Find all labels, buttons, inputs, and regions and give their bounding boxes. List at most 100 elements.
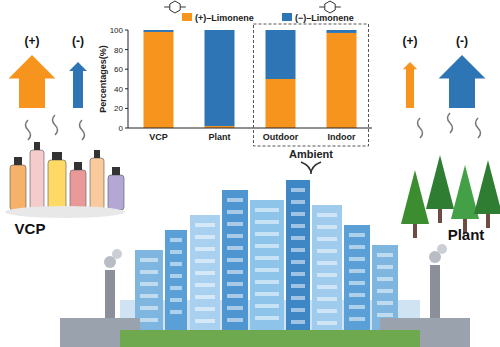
y-tick	[125, 128, 128, 129]
window	[317, 225, 337, 229]
root: (+)(-)(+)(-)VCPPlant(+)–Limonene(−)–Limo…	[0, 0, 500, 347]
window	[349, 317, 365, 321]
park	[120, 330, 420, 347]
building	[222, 190, 248, 330]
window	[227, 258, 243, 262]
cap	[74, 162, 82, 170]
window	[317, 249, 337, 253]
y-tick	[125, 88, 128, 89]
window	[377, 253, 393, 257]
y-axis-label: Percentages(%)	[98, 45, 108, 113]
window	[195, 259, 215, 263]
y-tick	[125, 69, 128, 70]
bar	[327, 30, 357, 33]
x-tick-label: VCP	[149, 132, 168, 142]
window	[140, 258, 158, 262]
window	[195, 247, 215, 251]
window	[170, 250, 182, 254]
window	[377, 301, 393, 305]
window	[291, 224, 305, 228]
window	[195, 223, 215, 227]
window	[170, 238, 182, 242]
bottle	[10, 165, 26, 210]
window	[349, 281, 365, 285]
molecule-bond	[180, 7, 186, 8]
building	[344, 225, 370, 330]
window	[291, 236, 305, 240]
molecule	[325, 1, 335, 13]
window	[291, 260, 305, 264]
window	[377, 277, 393, 281]
window	[227, 318, 243, 322]
window	[195, 283, 215, 287]
odor	[26, 120, 31, 140]
odor	[80, 120, 85, 140]
legend-entry: (−)–Limonene	[295, 13, 354, 23]
window	[349, 233, 365, 237]
crown	[451, 165, 479, 219]
source-label: Plant	[448, 226, 485, 243]
building	[165, 230, 187, 330]
window	[349, 269, 365, 273]
arrow	[9, 55, 56, 108]
window	[377, 265, 393, 269]
legend-swatch	[182, 13, 192, 21]
window	[317, 213, 337, 217]
window	[140, 294, 158, 298]
group-box	[254, 24, 369, 146]
y-tick-label: 0	[119, 124, 124, 133]
window	[195, 307, 215, 311]
window	[255, 316, 279, 320]
building	[312, 205, 342, 330]
molecule	[170, 1, 180, 13]
window	[255, 268, 279, 272]
window	[227, 210, 243, 214]
arrow	[403, 62, 417, 108]
arrow-label: (+)	[403, 34, 418, 48]
odor	[448, 113, 453, 133]
window	[170, 262, 182, 266]
odor	[476, 118, 481, 138]
arrow	[69, 62, 87, 108]
window	[255, 208, 279, 212]
window	[349, 305, 365, 309]
window	[170, 298, 182, 302]
bar	[266, 79, 296, 128]
building	[250, 200, 284, 330]
legend-entry: (+)–Limonene	[195, 13, 254, 23]
bar	[144, 32, 174, 128]
window	[317, 297, 337, 301]
bar	[327, 33, 357, 128]
vcp-products	[5, 115, 125, 218]
y-tick	[125, 30, 128, 31]
window	[291, 200, 305, 204]
bars	[144, 30, 357, 128]
building	[286, 180, 310, 330]
window	[291, 248, 305, 252]
building	[190, 215, 220, 330]
window	[255, 232, 279, 236]
molecule-bond	[335, 7, 341, 8]
cap	[52, 152, 62, 160]
bottle	[108, 175, 124, 210]
cap	[112, 167, 120, 175]
bottle	[90, 158, 104, 210]
window	[317, 237, 337, 241]
window	[227, 198, 243, 202]
y-tick	[125, 108, 128, 109]
bar	[205, 30, 235, 126]
window	[140, 318, 158, 322]
crown	[426, 155, 454, 209]
window	[291, 284, 305, 288]
crown	[401, 170, 429, 224]
window	[317, 309, 337, 313]
cap	[34, 142, 40, 150]
window	[195, 319, 215, 323]
source-label: VCP	[15, 220, 46, 237]
y-tick-label: 20	[114, 104, 123, 113]
odor	[53, 115, 58, 135]
window	[349, 293, 365, 297]
window	[291, 320, 305, 324]
window	[227, 282, 243, 286]
window	[291, 272, 305, 276]
